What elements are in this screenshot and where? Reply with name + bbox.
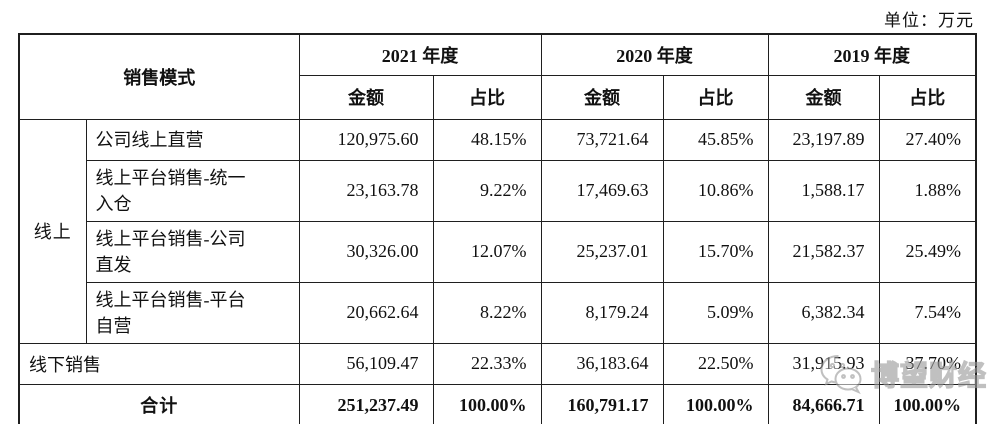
ratio-cell: 1.88% (878, 159, 977, 222)
amount-cell: 25,237.01 (540, 220, 664, 283)
amount-cell: 8,179.24 (540, 281, 664, 344)
row-label: 线上平台销售-统一入仓 (85, 159, 300, 222)
total-row-label: 合计 (18, 383, 300, 424)
header-row-years: 销售模式 2021 年度 2020 年度 2019 年度 (18, 33, 977, 120)
header-amount-2020: 金额 (540, 74, 664, 120)
ratio-cell: 12.07% (432, 220, 542, 283)
header-ratio-2019: 占比 (878, 74, 977, 120)
amount-cell: 23,197.89 (767, 118, 880, 161)
table-row: 线上平台销售-公司直发 30,326.00 12.07% 25,237.01 1… (19, 220, 977, 283)
ratio-cell: 9.22% (432, 159, 542, 222)
header-year-2020: 2020 年度 (540, 33, 769, 76)
amount-cell: 160,791.17 (540, 383, 664, 424)
amount-cell: 21,582.37 (767, 220, 880, 283)
offline-row-label: 线下销售 (18, 342, 300, 385)
header-ratio-2021: 占比 (432, 74, 542, 120)
ratio-cell: 45.85% (662, 118, 769, 161)
row-label: 公司线上直营 (85, 118, 300, 161)
amount-cell: 6,382.34 (767, 281, 880, 344)
amount-cell: 251,237.49 (298, 383, 434, 424)
row-label: 线上平台销售-平台自营 (85, 281, 300, 344)
header-row-metrics: 金额 占比 金额 占比 金额 占比 (19, 74, 977, 120)
amount-cell: 56,109.47 (298, 342, 434, 385)
ratio-cell: 100.00% (878, 383, 977, 424)
ratio-cell: 22.33% (432, 342, 542, 385)
table-row: 线上平台销售-统一入仓 23,163.78 9.22% 17,469.63 10… (19, 159, 977, 222)
ratio-cell: 100.00% (432, 383, 542, 424)
amount-cell: 31,915.93 (767, 342, 880, 385)
ratio-cell: 22.50% (662, 342, 769, 385)
online-group-label: 线上 (18, 118, 87, 344)
ratio-cell: 7.54% (878, 281, 977, 344)
amount-cell: 73,721.64 (540, 118, 664, 161)
header-ratio-2020: 占比 (662, 74, 769, 120)
amount-cell: 36,183.64 (540, 342, 664, 385)
table-row: 线上平台销售-平台自营 20,662.64 8.22% 8,179.24 5.0… (19, 281, 977, 344)
ratio-cell: 8.22% (432, 281, 542, 344)
ratio-cell: 25.49% (878, 220, 977, 283)
table-row-offline: 线下销售 56,109.47 22.33% 36,183.64 22.50% 3… (18, 342, 977, 385)
amount-cell: 17,469.63 (540, 159, 664, 222)
table-row-total: 合计 251,237.49 100.00% 160,791.17 100.00%… (18, 383, 977, 424)
header-year-2021: 2021 年度 (298, 33, 542, 76)
amount-cell: 1,588.17 (767, 159, 880, 222)
ratio-cell: 10.86% (662, 159, 769, 222)
ratio-cell: 27.40% (878, 118, 977, 161)
header-year-2019: 2019 年度 (767, 33, 977, 76)
ratio-cell: 48.15% (432, 118, 542, 161)
table-row: 线上 公司线上直营 120,975.60 48.15% 73,721.64 45… (18, 118, 977, 344)
header-sales-mode: 销售模式 (18, 33, 300, 120)
ratio-cell: 100.00% (662, 383, 769, 424)
amount-cell: 23,163.78 (298, 159, 434, 222)
header-amount-2021: 金额 (298, 74, 434, 120)
row-label: 线上平台销售-公司直发 (85, 220, 300, 283)
amount-cell: 20,662.64 (298, 281, 434, 344)
amount-cell: 84,666.71 (767, 383, 880, 424)
amount-cell: 120,975.60 (298, 118, 434, 161)
header-amount-2019: 金额 (767, 74, 880, 120)
sales-mode-table: 销售模式 2021 年度 2020 年度 2019 年度 金额 占比 金额 占比… (18, 33, 977, 424)
amount-cell: 30,326.00 (298, 220, 434, 283)
ratio-cell: 37.70% (878, 342, 977, 385)
ratio-cell: 5.09% (662, 281, 769, 344)
ratio-cell: 15.70% (662, 220, 769, 283)
unit-label: 单位：万元 (884, 11, 974, 30)
